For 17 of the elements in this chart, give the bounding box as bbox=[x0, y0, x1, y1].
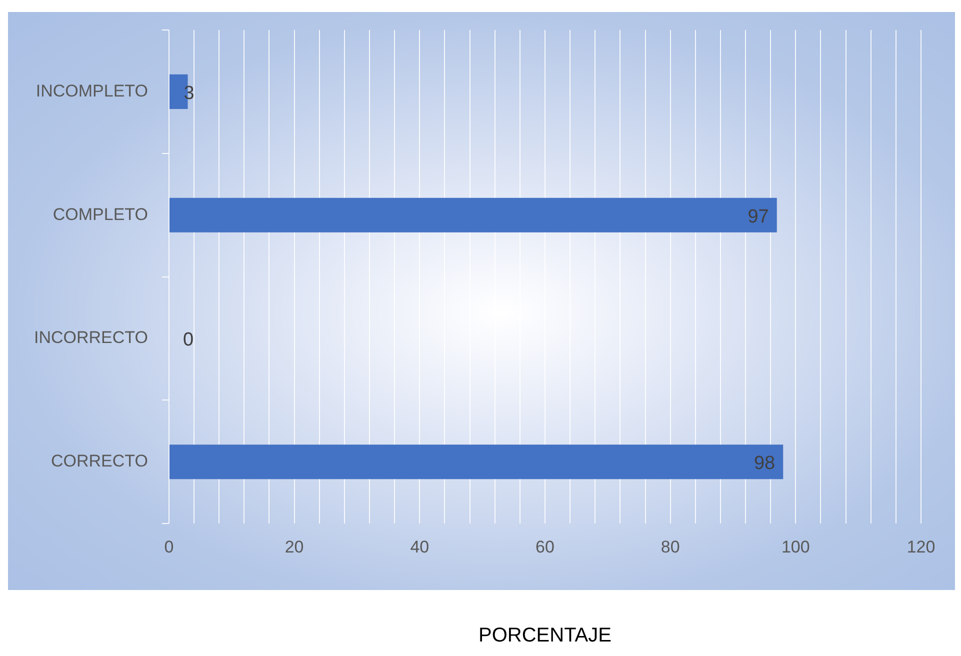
bar bbox=[169, 198, 777, 232]
x-tick-label: 20 bbox=[284, 537, 304, 556]
data-label: 98 bbox=[754, 453, 776, 474]
x-tick-label: 120 bbox=[906, 537, 936, 556]
bar bbox=[169, 444, 784, 480]
y-tick-label: INCOMPLETO bbox=[36, 81, 148, 100]
x-tick-label: 0 bbox=[164, 537, 174, 556]
data-label: 97 bbox=[748, 206, 769, 228]
x-tick-label: 100 bbox=[781, 537, 810, 556]
x-tick-label: 60 bbox=[536, 537, 554, 556]
y-tick-label: CORRECTO bbox=[50, 452, 148, 471]
y-tick-label: INCORRECTO bbox=[34, 328, 148, 348]
x-tick-label: 40 bbox=[410, 537, 430, 556]
data-label: 0 bbox=[182, 330, 194, 351]
x-tick-label: 80 bbox=[660, 537, 680, 556]
y-tick-label: COMPLETO bbox=[52, 204, 148, 224]
x-axis-title: PORCENTAJE bbox=[478, 624, 612, 647]
